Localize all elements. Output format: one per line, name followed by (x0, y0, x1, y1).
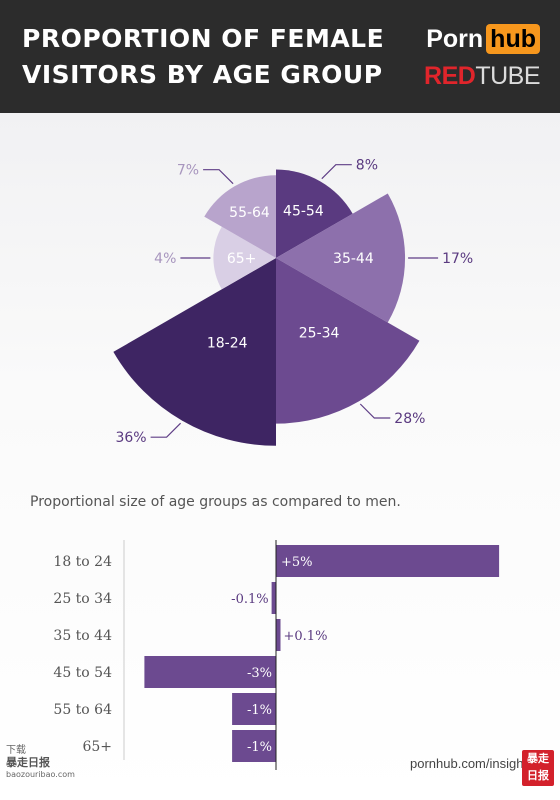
bar-category-label: 45 to 54 (53, 665, 112, 681)
pie-pct-label-18-24: 36% (115, 430, 146, 446)
pie-slice-45-54 (276, 169, 353, 258)
bar-18-to-24 (276, 545, 500, 577)
pie-leader-55-64 (203, 169, 234, 185)
bar-value-label: -1% (247, 740, 272, 755)
bar-category-label: 35 to 44 (53, 628, 112, 644)
bar-chart-subtitle: Proportional size of age groups as compa… (30, 494, 401, 510)
pie-leader-45-54 (321, 164, 352, 180)
watermark-left-line2: 暴走日报 (6, 756, 50, 769)
logo-red-text: RED (424, 62, 476, 90)
logo-porn-text: Porn (426, 24, 484, 53)
bar-65+ (232, 730, 276, 762)
watermark-left-line3: baozouribao.com (6, 770, 75, 779)
pie-slice-18-24 (113, 258, 276, 446)
watermark-right-line2: 日报 (527, 769, 549, 782)
bar-category-label: 18 to 24 (53, 554, 112, 570)
pie-slice-25-34 (276, 258, 420, 424)
watermark-left: 下载 暴走日报 baozouribao.com (6, 745, 75, 785)
bar-value-label: -0.1% (231, 592, 268, 607)
bar-25-to-34 (271, 582, 276, 614)
bar-35-to-44 (276, 619, 281, 651)
redtube-logo: REDTUBE (424, 62, 540, 91)
bar-category-label: 55 to 64 (53, 702, 112, 718)
bar-45-to-54 (144, 656, 276, 688)
pie-slice-35-44 (276, 193, 406, 323)
pie-pct-label-35-44: 17% (442, 251, 473, 267)
pie-pct-label-45-54: 8% (356, 158, 378, 174)
pie-slice-65+ (213, 226, 276, 290)
pie-slice-label-25-34: 25-34 (299, 326, 340, 342)
source-url: pornhub.com/insights (410, 756, 534, 771)
logo-tube-text: TUBE (475, 62, 540, 90)
pie-pct-label-25-34: 28% (394, 411, 425, 427)
pie-pct-label-65+: 4% (154, 251, 176, 267)
pie-slice-label-18-24: 18-24 (207, 336, 248, 352)
watermark-right: 暴走 日报 (522, 750, 554, 786)
pie-slice-label-35-44: 35-44 (333, 251, 374, 267)
bar-55-to-64 (232, 693, 276, 725)
pie-leader-18-24 (150, 422, 182, 438)
pie-slice-55-64 (204, 175, 276, 258)
pie-slice-label-45-54: 45-54 (283, 204, 324, 220)
chart-title-line-1: PROPORTION OF FEMALE (22, 24, 385, 53)
bar-category-label: 65+ (82, 739, 112, 755)
pornhub-logo: Porn hub (426, 24, 540, 54)
bar-value-label: -1% (247, 703, 272, 718)
bar-value-label: -3% (247, 666, 272, 681)
watermark-right-line1: 暴走 (527, 752, 549, 765)
pie-pct-label-55-64: 7% (177, 163, 199, 179)
pie-slice-label-65+: 65+ (227, 251, 257, 267)
bar-value-label: +5% (281, 555, 313, 570)
watermark-left-line1: 下载 (6, 745, 26, 756)
header-banner: PROPORTION OF FEMALE VISITORS BY AGE GRO… (0, 0, 560, 113)
logo-hub-text: hub (486, 24, 540, 54)
chart-title-line-2: VISITORS BY AGE GROUP (22, 60, 383, 89)
pie-slice-label-55-64: 55-64 (229, 205, 270, 221)
bar-category-label: 25 to 34 (53, 591, 112, 607)
bar-value-label: +0.1% (284, 629, 328, 644)
pie-leader-25-34 (359, 403, 391, 419)
